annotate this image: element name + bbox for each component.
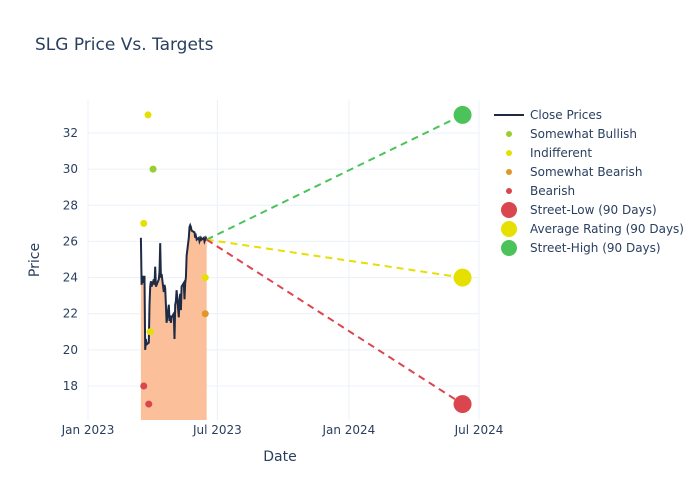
legend-label: Bearish bbox=[530, 184, 575, 198]
legend-label: Street-Low (90 Days) bbox=[530, 203, 657, 217]
legend-label: Somewhat Bearish bbox=[530, 165, 642, 179]
street-low-target-line bbox=[206, 238, 464, 405]
rating-point-bearish bbox=[140, 382, 148, 390]
street-high-target-line bbox=[206, 114, 463, 241]
rating-point-somewhat-bullish bbox=[149, 165, 157, 173]
x-tick-label: Jan 2024 bbox=[321, 423, 375, 437]
y-tick-label: 28 bbox=[63, 198, 78, 212]
legend-dot-swatch bbox=[506, 150, 512, 156]
rating-point-indifferent bbox=[146, 328, 154, 336]
legend-item: Street-Low (90 Days) bbox=[501, 202, 657, 218]
legend-item: Somewhat Bearish bbox=[506, 165, 642, 179]
y-tick-label: 18 bbox=[63, 379, 78, 393]
y-tick-label: 24 bbox=[63, 271, 78, 285]
x-axis-title: Date bbox=[263, 449, 296, 465]
x-tick-labels: Jan 2023 Jul 2023 Jan 2024 Jul 2024 bbox=[61, 423, 504, 437]
y-tick-label: 30 bbox=[63, 162, 78, 176]
y-tick-label: 22 bbox=[63, 307, 78, 321]
y-tick-label: 26 bbox=[63, 234, 78, 248]
x-tick-label: Jul 2024 bbox=[454, 423, 504, 437]
legend-label: Close Prices bbox=[530, 108, 602, 122]
legend-dot-swatch bbox=[506, 188, 512, 194]
x-tick-label: Jan 2023 bbox=[61, 423, 115, 437]
legend-label: Street-High (90 Days) bbox=[530, 241, 661, 255]
y-axis-title: Price bbox=[27, 243, 43, 277]
rating-point-bearish bbox=[145, 400, 153, 408]
chart-title: SLG Price Vs. Targets bbox=[35, 35, 214, 55]
street-low-target-marker bbox=[453, 395, 472, 414]
legend-marker-swatch bbox=[501, 221, 517, 237]
legend: Close Prices Somewhat Bullish Indifferent S… bbox=[494, 108, 684, 256]
legend-item: Street-High (90 Days) bbox=[501, 240, 661, 256]
legend-marker-swatch bbox=[501, 202, 517, 218]
legend-item: Somewhat Bullish bbox=[506, 127, 637, 141]
y-tick-label: 32 bbox=[63, 126, 78, 140]
average-target-line bbox=[206, 238, 463, 279]
legend-label: Somewhat Bullish bbox=[530, 127, 637, 141]
close-price-line bbox=[139, 222, 208, 350]
rating-point-indifferent bbox=[144, 111, 152, 119]
legend-item: Bearish bbox=[506, 184, 575, 198]
legend-item: Close Prices bbox=[494, 108, 602, 122]
x-tick-label: Jul 2023 bbox=[192, 423, 242, 437]
y-tick-labels: 18 20 22 24 26 28 30 32 bbox=[63, 126, 78, 393]
street-high-target-marker bbox=[453, 105, 472, 124]
legend-dot-swatch bbox=[506, 131, 512, 137]
legend-label: Indifferent bbox=[530, 146, 592, 160]
plot-area bbox=[139, 105, 472, 420]
rating-point-indifferent bbox=[140, 219, 148, 227]
average-target-marker bbox=[453, 268, 472, 287]
legend-marker-swatch bbox=[501, 240, 517, 256]
legend-label: Average Rating (90 Days) bbox=[530, 222, 684, 236]
rating-point-indifferent bbox=[201, 274, 209, 282]
legend-dot-swatch bbox=[506, 169, 512, 175]
legend-item: Indifferent bbox=[506, 146, 592, 160]
rating-point-somewhat-bearish bbox=[201, 310, 209, 318]
legend-item: Average Rating (90 Days) bbox=[501, 221, 684, 237]
y-tick-label: 20 bbox=[63, 343, 78, 357]
